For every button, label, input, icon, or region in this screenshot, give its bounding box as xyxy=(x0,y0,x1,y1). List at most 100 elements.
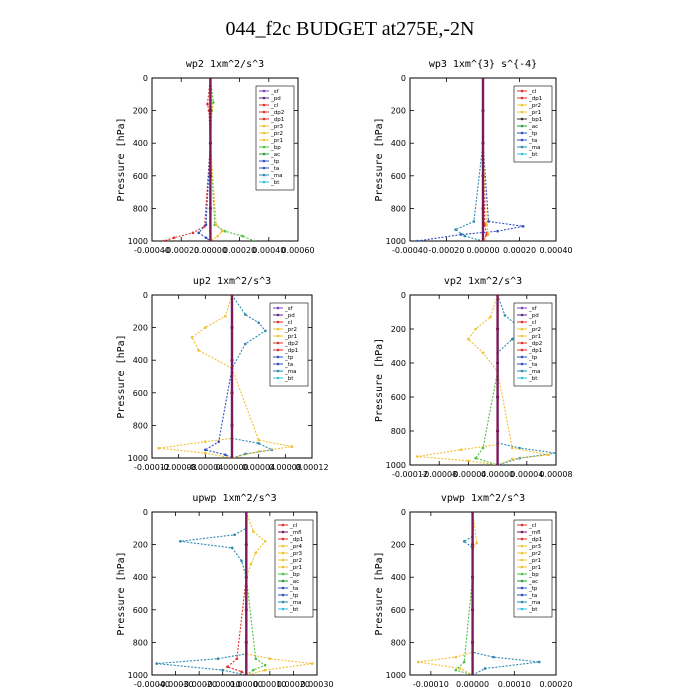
series-point-ma xyxy=(554,451,556,455)
y-tick-label: 600 xyxy=(391,172,406,181)
series-point-tp xyxy=(487,220,490,223)
legend-marker xyxy=(520,110,524,114)
panel-1: wp2 1xm^2/s^3 0 200 400 600 800 1000-0.00040-0… xyxy=(116,59,315,255)
legend-entry: _pr2 xyxy=(528,551,541,557)
legend-entry: _bp xyxy=(528,572,539,578)
series-group xyxy=(416,295,556,465)
series-point-mfl xyxy=(481,206,485,210)
legend-entry: _tp xyxy=(528,131,538,137)
series-point-ma xyxy=(538,660,541,664)
y-tick-label: 600 xyxy=(133,389,148,398)
y-tick-label: 800 xyxy=(133,421,148,430)
series-line-tp xyxy=(417,78,524,241)
legend-marker xyxy=(520,355,524,359)
series-point-pr1 xyxy=(481,351,485,355)
series-group xyxy=(155,512,314,675)
x-tick-label: 0.00040 xyxy=(252,246,285,255)
series-point-ma xyxy=(472,220,476,223)
series-point-mfl xyxy=(230,423,234,427)
series-point-mfl xyxy=(208,141,212,145)
legend-marker xyxy=(520,152,524,156)
x-tick-label: -0.00010 xyxy=(413,680,449,689)
legend-entry: _ac xyxy=(528,124,538,130)
legend-entry: _dp1 xyxy=(289,537,303,543)
series-point-ma xyxy=(264,329,267,333)
plot-frame xyxy=(409,294,557,466)
legend-marker xyxy=(276,341,280,345)
x-tick-label: 0.00000 xyxy=(230,680,263,689)
series-point-bp xyxy=(474,456,478,460)
y-tick-label: 600 xyxy=(391,606,406,615)
series-point-pr2 xyxy=(417,660,420,664)
legend-entry: _pr2 xyxy=(270,131,283,137)
legend-marker xyxy=(262,173,266,177)
series-group xyxy=(416,78,525,241)
legend-entry: _cl xyxy=(528,320,537,326)
series-point-bp xyxy=(254,657,258,660)
legend-entry: _pr2 xyxy=(528,327,541,333)
series-line-ma xyxy=(463,512,540,675)
legend-entry: _pr3 xyxy=(289,551,303,557)
series-point-mfl xyxy=(481,141,485,145)
legend-marker xyxy=(520,607,524,611)
y-tick-label: 600 xyxy=(133,606,148,615)
y-tick-label: 600 xyxy=(133,172,148,181)
series-point-mfl xyxy=(244,543,248,547)
series-point-pr1 xyxy=(157,446,160,450)
legend-entry: _tp xyxy=(289,593,299,599)
legend-marker xyxy=(520,572,524,576)
legend-marker xyxy=(262,89,266,93)
x-tick-label: -0.00040 xyxy=(392,246,428,255)
legend-entry: _sf xyxy=(284,306,294,312)
y-tick-label: 1000 xyxy=(386,461,406,470)
x-tick-label: 0.00000 xyxy=(481,470,514,479)
series-point-mfl xyxy=(470,543,475,547)
y-tick-label: 800 xyxy=(133,204,148,213)
series-point-pr2 xyxy=(257,450,260,453)
series-point-mfl xyxy=(208,109,212,113)
series-point-pr1 xyxy=(224,314,227,318)
series-point-mfl xyxy=(470,608,475,612)
legend-marker xyxy=(281,607,285,611)
legend-marker xyxy=(276,306,280,310)
legend-entry: _sf xyxy=(528,306,538,312)
series-line-pr1 xyxy=(209,78,223,241)
legend-entry: _sf xyxy=(270,89,280,95)
legend-marker xyxy=(276,362,280,366)
series-point-pr1 xyxy=(459,448,463,452)
legend-marker xyxy=(520,103,524,107)
series-point-pr2 xyxy=(547,453,550,457)
legend-entry: _tp xyxy=(284,355,294,361)
legend-entry: _mfl xyxy=(528,530,541,536)
legend-marker xyxy=(276,355,280,359)
series-point-pr2 xyxy=(257,438,260,442)
legend-entry: _pr1 xyxy=(528,565,541,571)
series-point-cl xyxy=(206,102,209,106)
legend-marker xyxy=(281,579,285,583)
y-tick-label: 400 xyxy=(133,356,148,365)
series-point-mfl xyxy=(208,206,212,210)
legend-marker xyxy=(520,544,524,548)
x-tick-label: 0.00004 xyxy=(510,470,543,479)
legend-box xyxy=(513,302,553,387)
legend-marker xyxy=(520,124,524,128)
series-point-mfl xyxy=(496,295,500,297)
y-tick-label: 400 xyxy=(133,573,148,582)
legend-entry: _ta xyxy=(528,138,537,144)
y-tick-label: 0 xyxy=(401,74,406,83)
y-tick-label: 800 xyxy=(391,638,406,647)
legend-marker xyxy=(520,551,524,555)
legend-marker xyxy=(281,600,285,604)
legend-marker xyxy=(520,593,524,597)
series-point-pr1 xyxy=(204,451,207,455)
series-line-bp xyxy=(245,512,267,675)
y-tick-label: 200 xyxy=(133,541,148,550)
series-point-ma xyxy=(483,667,487,670)
series-point-tp xyxy=(217,440,220,444)
series-point-ma xyxy=(230,546,234,550)
series-point-ma xyxy=(503,314,507,317)
legend-entry: _pr2 xyxy=(284,327,297,333)
legend-entry: _cl xyxy=(528,523,537,529)
legend-entry: _pr1 xyxy=(270,138,283,144)
panel-6: vpwp 1xm^2/s^3 0 200 400 600 800 1000 -0.00010 0… xyxy=(374,493,573,689)
